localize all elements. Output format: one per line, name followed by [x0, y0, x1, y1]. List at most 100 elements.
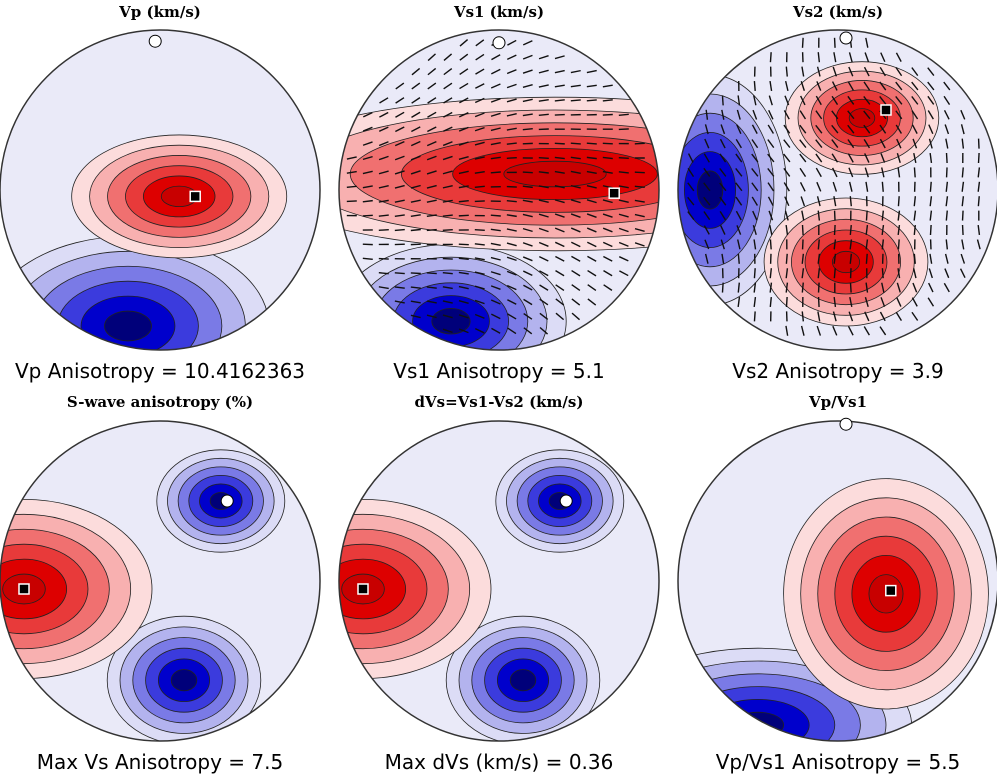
polarization-tick — [427, 82, 437, 90]
polarization-tick — [961, 239, 965, 250]
polarization-tick — [586, 99, 597, 102]
polarization-tick — [475, 53, 485, 61]
cold-contour-5 — [732, 711, 785, 739]
polarization-tick — [768, 109, 774, 120]
polarization-tick — [703, 196, 711, 206]
polarization-tick — [411, 111, 421, 118]
maximum-marker — [880, 104, 892, 116]
panel-caption: Max Vs Anisotropy = 7.5 — [37, 750, 283, 774]
polarization-tick — [687, 167, 695, 177]
polarization-tick — [895, 67, 903, 77]
polarization-tick — [602, 99, 613, 102]
polarization-tick — [752, 225, 757, 235]
panel-vp: Vp (km/s) Vp Anisotropy = 10.4162363 — [0, 3, 321, 383]
polarization-tick — [554, 113, 565, 116]
polarization-tick — [897, 196, 900, 207]
polarization-tick — [634, 227, 645, 233]
polarization-tick — [506, 270, 517, 276]
polarization-tick — [945, 210, 948, 221]
polarization-tick — [927, 95, 935, 105]
polarization-tick — [785, 224, 789, 236]
polarization-tick — [913, 196, 917, 207]
polarization-tick — [586, 241, 597, 248]
polarization-tick — [849, 282, 852, 293]
polarization-tick — [737, 296, 741, 308]
polarization-tick — [943, 282, 950, 293]
polarization-tick — [507, 299, 517, 305]
polarization-tick — [785, 253, 788, 264]
polarization-tick — [491, 54, 501, 61]
polarization-tick — [961, 138, 965, 149]
polarization-tick — [362, 199, 373, 203]
polarization-tick — [586, 184, 597, 189]
polarization-tick — [911, 124, 918, 134]
polarization-tick — [785, 66, 788, 77]
polarization-tick — [522, 54, 533, 60]
polarization-tick — [522, 69, 533, 74]
polarization-tick — [751, 139, 759, 149]
polarization-tick — [801, 224, 804, 236]
polarization-tick — [721, 109, 725, 120]
polarization-tick — [346, 170, 357, 174]
polarization-tick — [719, 138, 726, 149]
polarization-tick — [865, 181, 869, 192]
polarization-tick — [522, 185, 533, 189]
polarization-tick — [426, 199, 437, 203]
polarization-tick — [410, 314, 421, 319]
polarization-tick — [346, 156, 357, 160]
polarization-tick — [523, 327, 533, 335]
polarization-tick — [768, 95, 773, 106]
polarization-tick — [960, 253, 966, 264]
polarization-tick — [945, 239, 949, 250]
polarization-tick — [817, 52, 821, 63]
polarization-tick — [720, 124, 726, 135]
caption-value: 5.1 — [573, 359, 605, 383]
polarization-tick — [443, 82, 453, 90]
polarization-tick — [799, 153, 807, 163]
polarization-tick — [767, 139, 775, 149]
panel-title: Vs2 (km/s) — [792, 3, 883, 21]
polarization-tick — [555, 298, 565, 306]
polarization-tick — [538, 156, 549, 160]
polarization-tick — [752, 109, 758, 120]
polarization-tick — [737, 239, 741, 250]
polarization-tick — [570, 142, 581, 145]
polarization-tick — [849, 253, 853, 264]
hot-contour-5 — [848, 108, 876, 128]
polarization-tick — [634, 171, 645, 174]
polarization-tick — [619, 270, 629, 277]
polarization-tick — [602, 199, 613, 204]
polarization-tick — [769, 268, 773, 279]
polarization-tick — [847, 326, 854, 336]
polarization-tick — [506, 242, 517, 247]
polarization-tick — [769, 296, 772, 308]
polarization-tick — [394, 214, 405, 218]
panel-caption: Max dVs (km/s) = 0.36 — [385, 750, 614, 774]
polarization-tick — [570, 156, 581, 160]
polarization-tick — [721, 282, 724, 293]
polarization-tick — [538, 185, 549, 189]
polarization-tick — [602, 213, 613, 218]
polarization-tick — [735, 138, 742, 149]
polarization-tick — [721, 253, 725, 264]
polarization-tick — [832, 311, 837, 322]
maximum-marker — [18, 583, 30, 595]
polarization-tick — [961, 210, 964, 221]
polarization-tick — [490, 285, 501, 290]
polarization-tick — [602, 84, 613, 88]
minimum-marker — [839, 417, 853, 431]
polarization-tick — [475, 83, 485, 89]
polarization-tick — [735, 153, 743, 163]
polarization-tick — [703, 225, 710, 235]
polarization-tick — [634, 242, 645, 247]
polarization-tick — [538, 54, 549, 60]
polarization-tick — [863, 66, 870, 77]
polarization-tick — [426, 184, 437, 189]
polarization-tick — [927, 110, 934, 120]
polarization-tick — [490, 271, 501, 276]
polarization-tick — [442, 314, 453, 319]
polarization-tick — [959, 268, 966, 278]
polarization-tick — [735, 196, 743, 206]
polarization-tick — [976, 239, 981, 250]
cold-contour-5 — [431, 308, 471, 335]
